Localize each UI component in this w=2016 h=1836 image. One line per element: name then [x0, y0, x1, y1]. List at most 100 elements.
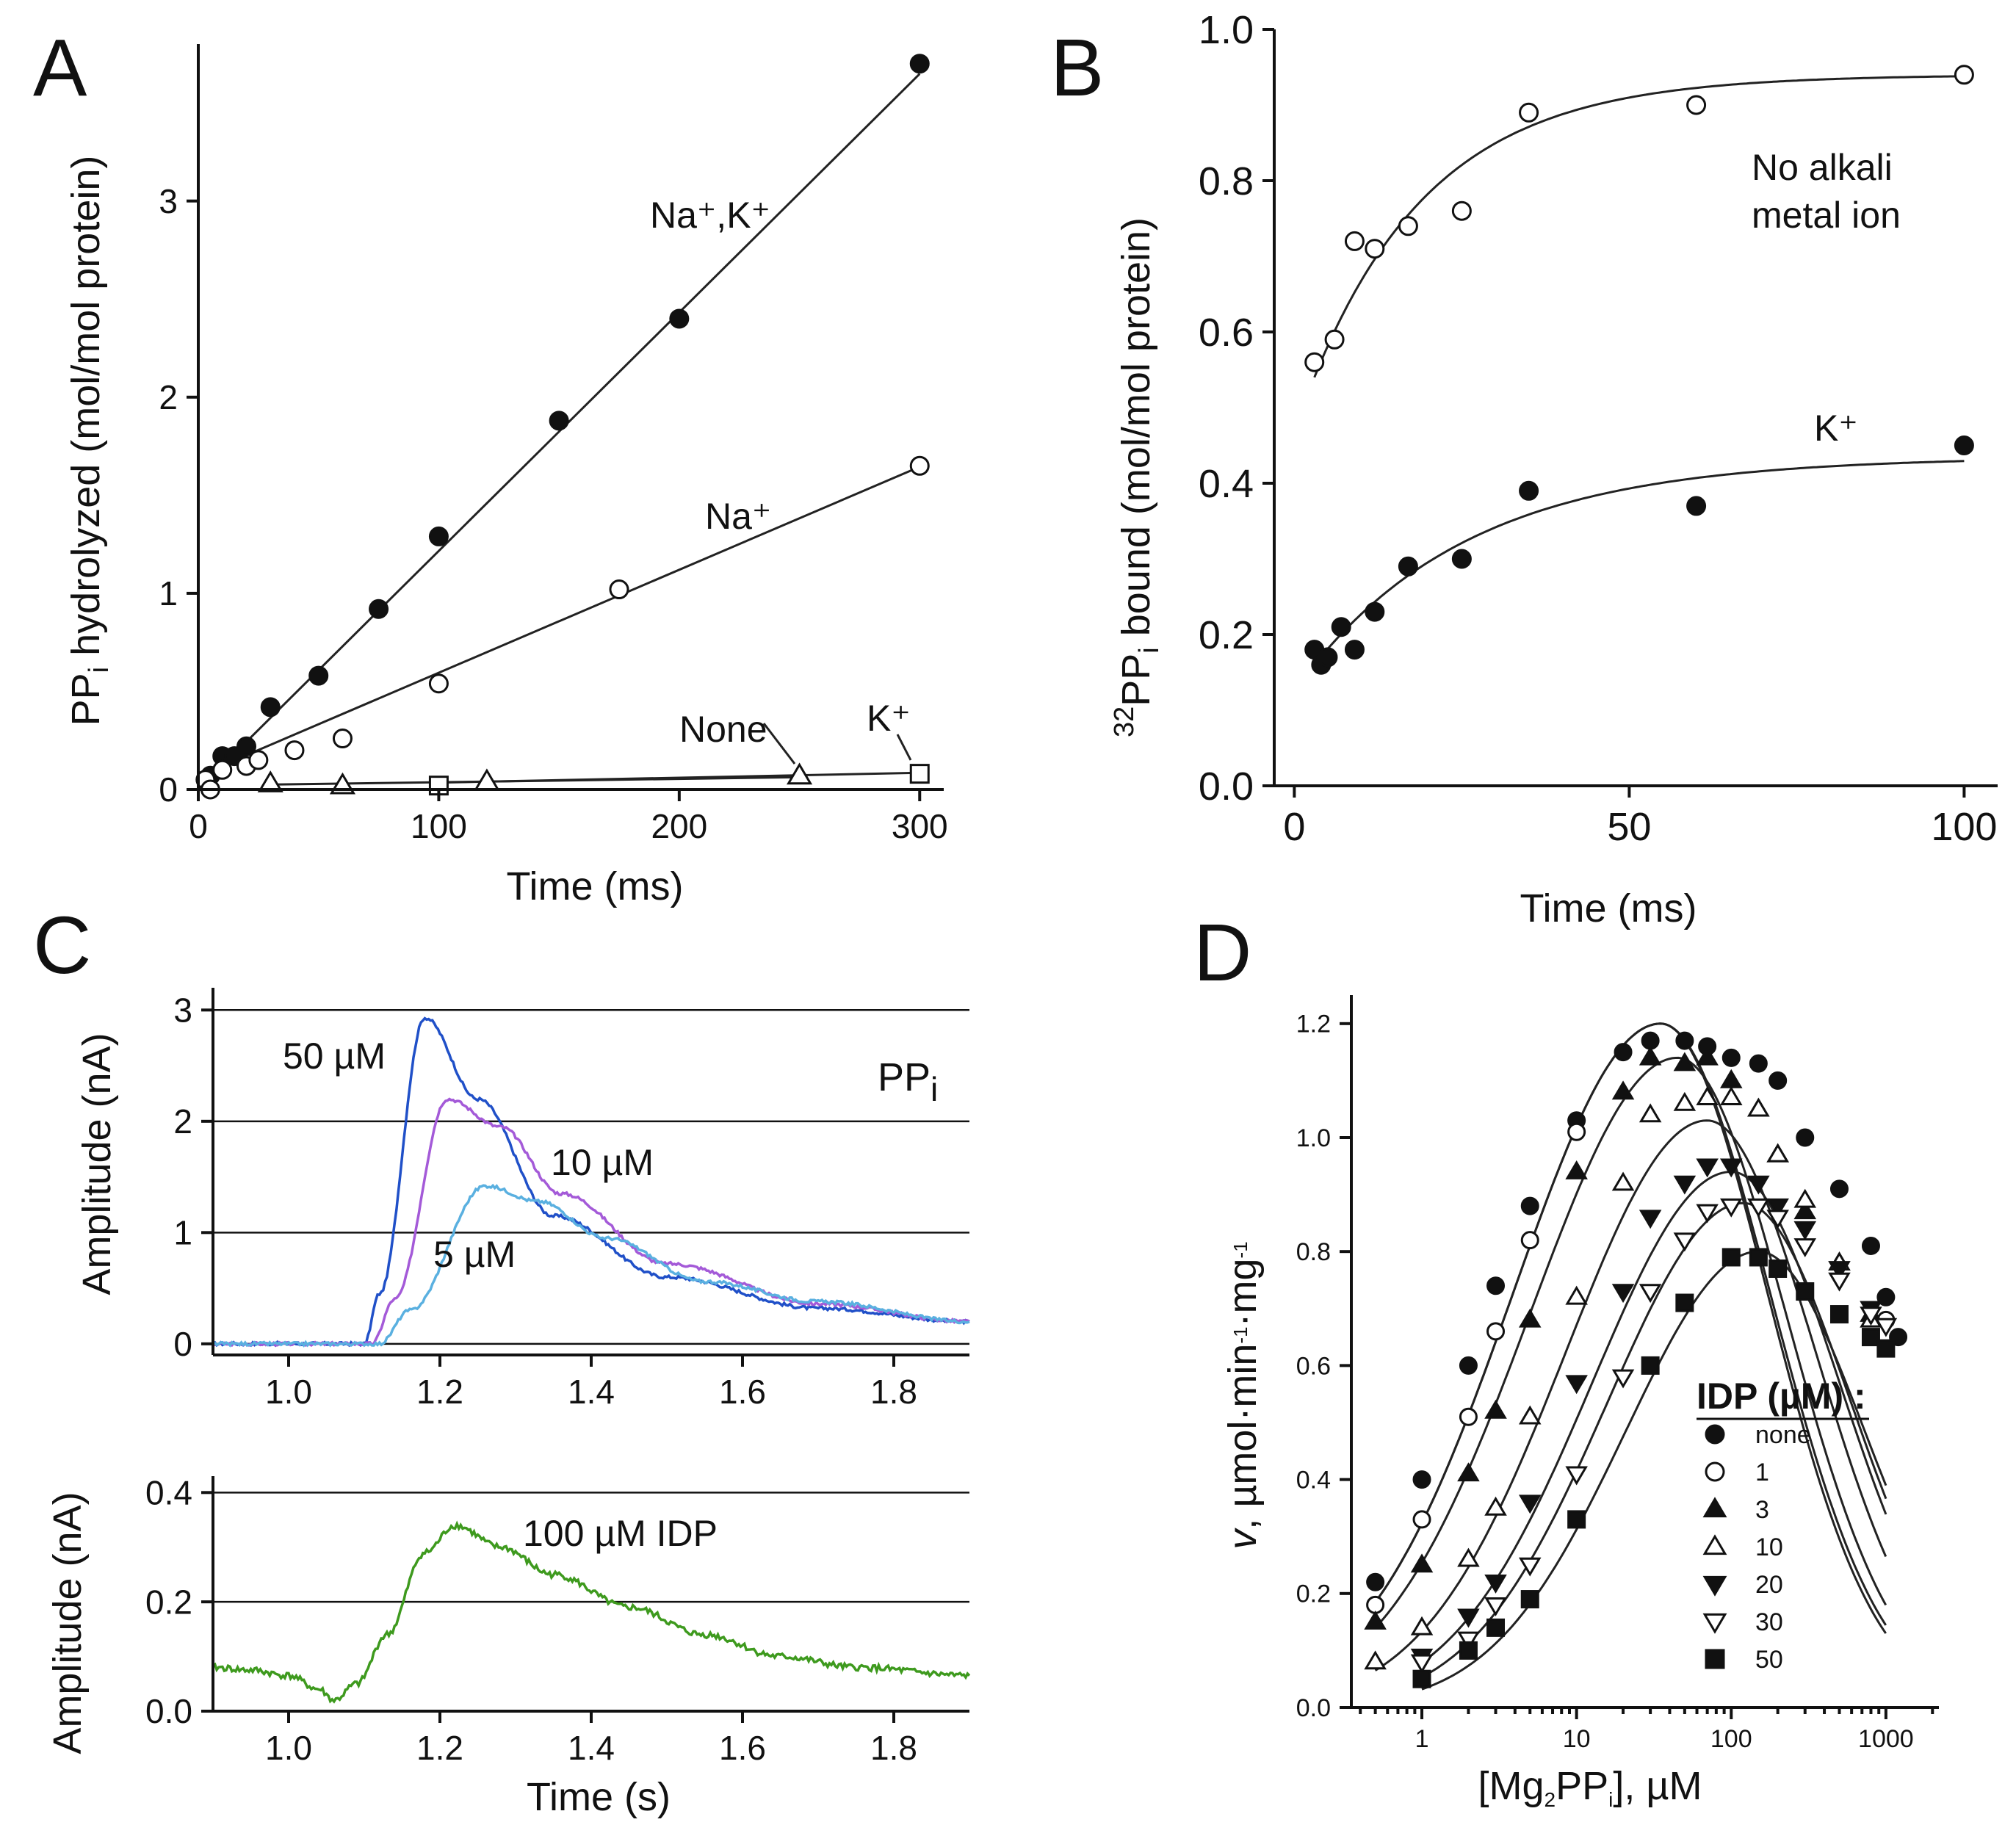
d-point-5-10 [1747, 1198, 1770, 1218]
b-ylabel-pre: PP [1114, 654, 1158, 706]
b-fit-curve-0 [1313, 75, 1965, 378]
a-point-2-2 [474, 768, 500, 791]
d-xlabel-sub1: 2 [1544, 1788, 1556, 1811]
b-point-1-5 [1365, 601, 1385, 622]
c-top-ylabel: Amplitude (nA) [75, 1033, 119, 1295]
a-point-1-8 [609, 579, 629, 600]
b-data-points [1304, 65, 1974, 675]
c-top-label-50: 50 µM [283, 1036, 386, 1077]
d-xlabel-mid: PP [1556, 1764, 1608, 1808]
panel-c-top: 0 1 2 3 1.0 1.2 1.4 1.6 1.8 Amplitude (nA) PPi 5… [75, 988, 970, 1411]
d-point-0-12 [1768, 1071, 1788, 1090]
d-point-6-5 [1641, 1356, 1660, 1375]
d-point-5-0 [1410, 1654, 1434, 1674]
d-point-4-13 [1828, 1261, 1851, 1281]
d-point-5-7 [1673, 1232, 1697, 1252]
d-point-3-12 [1766, 1143, 1789, 1163]
d-point-2-9 [1696, 1046, 1719, 1066]
d-point-4-6 [1639, 1210, 1662, 1229]
b-point-1-6 [1398, 556, 1418, 577]
d-point-5-3 [1518, 1557, 1542, 1577]
d-point-2-0 [1364, 1610, 1387, 1630]
d-point-4-4 [1565, 1375, 1588, 1395]
d-ylabel-v: v [1221, 1528, 1265, 1550]
b-point-1-7 [1451, 549, 1472, 569]
b-x-tick-label: 100 [1931, 805, 1997, 849]
d-point-3-11 [1747, 1097, 1770, 1117]
a-label-k: K⁺ [867, 698, 911, 739]
b-point-0-7 [1686, 95, 1707, 115]
ct-y-tick-label: 1 [173, 1213, 192, 1251]
ct-trace-1 [212, 1097, 970, 1348]
d-y-tick-label: 1.0 [1296, 1124, 1331, 1152]
d-point-4-11 [1766, 1198, 1789, 1218]
panel-label-a: A [33, 23, 87, 113]
d-xlabel-post: ], µM [1613, 1764, 1702, 1808]
cb-trace-0 [212, 1520, 971, 1704]
d-point-0-11 [1749, 1054, 1768, 1073]
d-point-0-13 [1796, 1128, 1815, 1147]
ct-y-tick-label: 0 [173, 1325, 192, 1363]
c-top-axes: 0 1 2 3 1.0 1.2 1.4 1.6 1.8 [173, 988, 969, 1411]
a-fit-line-1 [205, 466, 920, 774]
b-point-1-4 [1344, 640, 1365, 660]
d-fit-curves [1374, 1022, 1887, 1691]
c-bottom-axes: 0.0 0.2 0.4 1.0 1.2 1.4 1.6 1.8 [145, 1473, 969, 1767]
b-label-k: K⁺ [1814, 408, 1858, 449]
d-point-6-4 [1567, 1510, 1586, 1529]
ct-y-tick-label: 2 [173, 1102, 192, 1141]
d-point-6-1 [1459, 1641, 1478, 1660]
a-point-0-5 [308, 665, 329, 686]
d-legend-marker-2 [1702, 1497, 1727, 1518]
a-ylabel-pre: PP [64, 673, 108, 726]
d-point-3-2 [1457, 1547, 1480, 1567]
d-legend-label-6: 50 [1755, 1646, 1783, 1674]
d-legend: IDP (µM) : none 1 3 10 20 30 50 [1697, 1376, 1869, 1674]
d-legend-title: IDP (µM) : [1697, 1376, 1866, 1417]
b-point-0-8 [1954, 65, 1974, 85]
a-label-nak: Na⁺,K⁺ [650, 195, 770, 236]
d-ylabel-s2: -1 [1229, 1241, 1251, 1258]
a-fit-line-3 [438, 771, 920, 784]
a-point-3-1 [909, 764, 930, 784]
d-legend-label-0: none [1755, 1421, 1811, 1449]
b-y-tick-label: 0.8 [1199, 159, 1254, 203]
cb-x-tick-label: 1.2 [416, 1729, 463, 1767]
panel-label-b: B [1050, 23, 1104, 113]
d-legend-label-3: 10 [1755, 1533, 1783, 1561]
d-legend-marker-6 [1705, 1649, 1725, 1669]
a-y-tick-label: 2 [159, 378, 178, 416]
a-axes: 0 1 2 3 0 100 200 300 [159, 44, 948, 845]
b-point-0-4 [1398, 216, 1418, 236]
d-point-0-15 [1861, 1236, 1880, 1255]
panel-a: 0 1 2 3 0 100 200 300 Time (ms) PPi hydrolyzed … [64, 44, 948, 908]
ct-x-tick-label: 1.8 [870, 1373, 917, 1411]
d-legend-marker-1 [1705, 1461, 1725, 1482]
d-point-5-14 [1860, 1306, 1882, 1326]
a-point-0-7 [428, 526, 449, 546]
b-point-1-3 [1331, 617, 1351, 637]
d-point-0-10 [1721, 1048, 1741, 1067]
d-point-1-4 [1520, 1231, 1539, 1250]
d-ylabel-b: ·mg [1221, 1258, 1265, 1326]
a-point-1-4 [248, 750, 269, 770]
d-point-6-9 [1768, 1259, 1788, 1278]
d-point-6-10 [1796, 1282, 1815, 1301]
d-point-5-8 [1696, 1204, 1719, 1224]
d-point-2-2 [1457, 1462, 1480, 1482]
d-point-3-7 [1639, 1103, 1662, 1123]
d-point-5-2 [1484, 1597, 1507, 1616]
d-point-2-7 [1639, 1046, 1662, 1066]
d-ylabel-s1: -1 [1229, 1326, 1251, 1343]
d-point-0-2 [1459, 1356, 1478, 1375]
panel-c-bottom: 0.0 0.2 0.4 1.0 1.2 1.4 1.6 1.8 Time (s) Amplit… [46, 1473, 971, 1819]
d-point-2-6 [1611, 1080, 1635, 1100]
d-point-5-4 [1565, 1466, 1588, 1486]
d-point-5-1 [1457, 1631, 1480, 1651]
d-legend-label-4: 20 [1755, 1571, 1783, 1599]
d-legend-label-2: 3 [1755, 1496, 1769, 1524]
b-xlabel: Time (ms) [1520, 886, 1697, 930]
d-fit-curve-0 [1374, 1022, 1887, 1626]
d-legend-marker-5 [1702, 1613, 1727, 1634]
d-point-4-12 [1793, 1221, 1817, 1240]
